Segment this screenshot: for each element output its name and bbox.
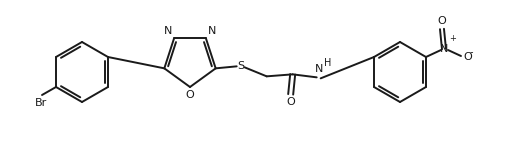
Text: O: O [286,97,295,107]
Text: H: H [324,58,331,68]
Text: O: O [186,90,194,100]
Text: +: + [449,34,456,43]
Text: N: N [208,26,216,36]
Text: Br: Br [35,98,47,108]
Text: N: N [315,64,323,74]
Text: O: O [437,16,446,26]
Text: S: S [237,61,244,71]
Text: -: - [470,47,473,57]
Text: N: N [164,26,172,36]
Text: O: O [463,52,472,62]
Text: N: N [440,44,448,54]
